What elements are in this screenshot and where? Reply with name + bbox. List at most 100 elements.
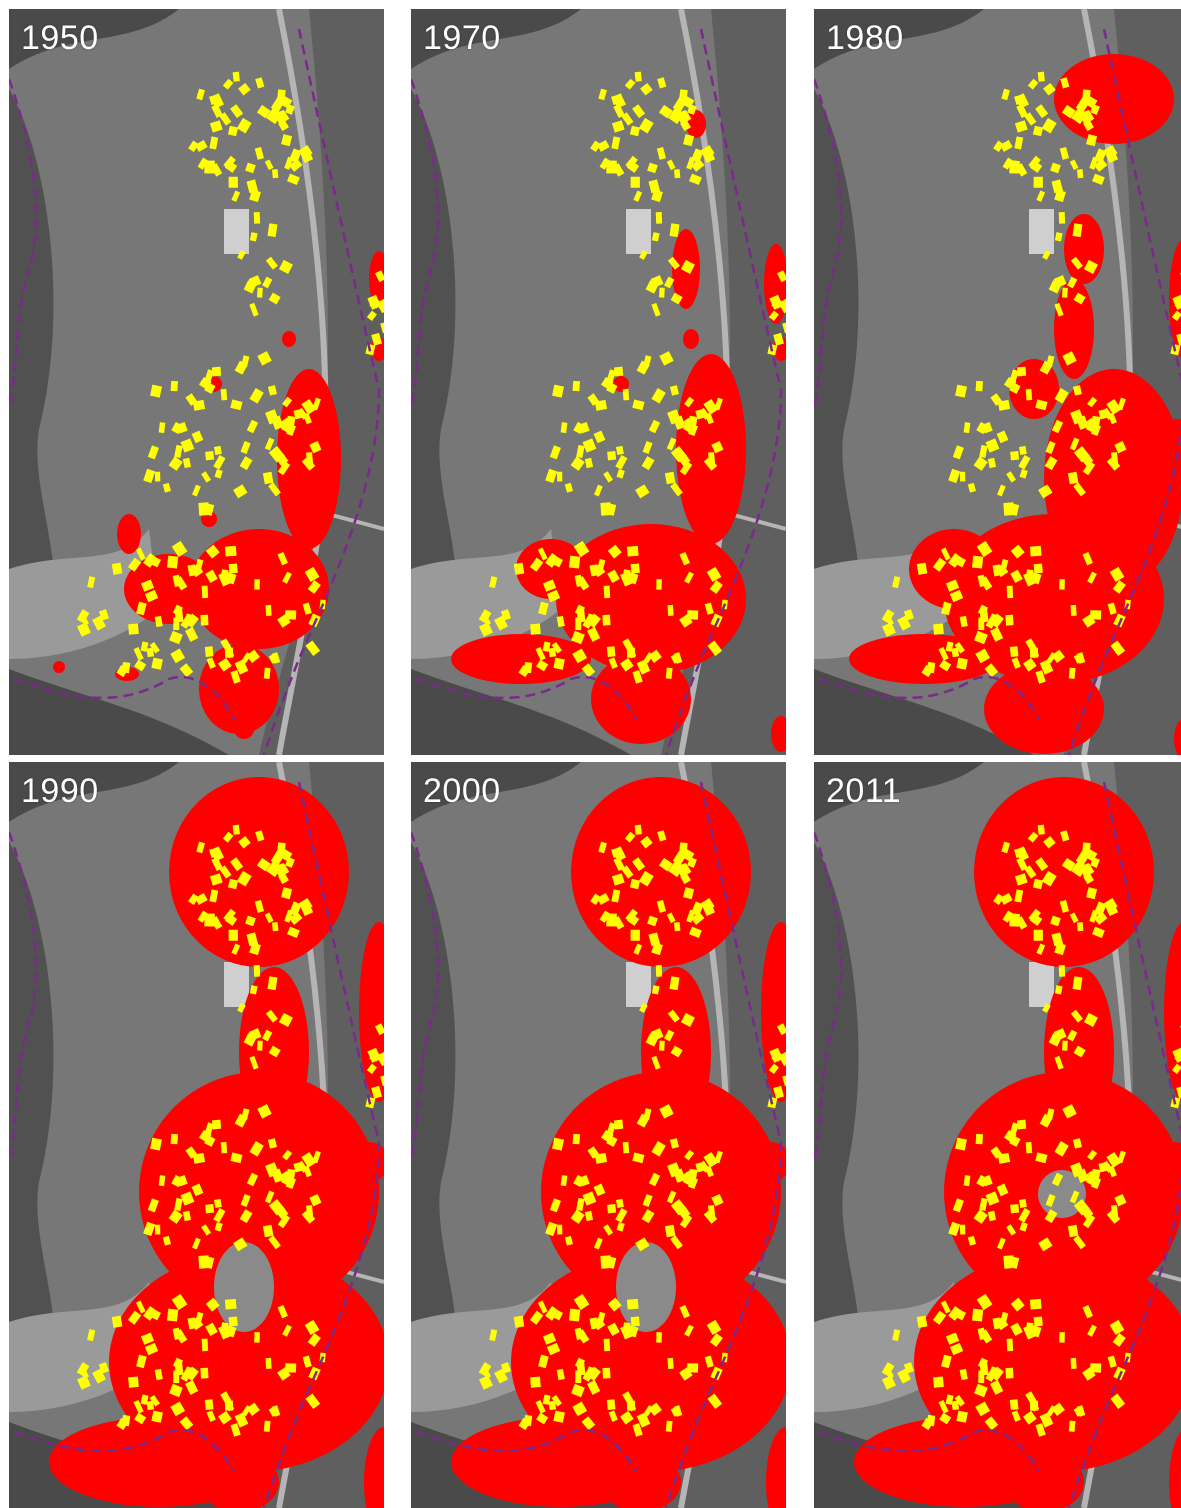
- building: [679, 1214, 693, 1229]
- building: [304, 566, 320, 583]
- building: [1035, 857, 1049, 872]
- building: [77, 1375, 91, 1390]
- building: [572, 1133, 581, 1145]
- building: [626, 913, 640, 926]
- settlement-blob: [601, 1452, 681, 1508]
- building: [1006, 1224, 1017, 1236]
- building: [603, 585, 611, 599]
- building: [1009, 1122, 1019, 1137]
- building: [1106, 398, 1122, 415]
- settlement-blob: [849, 634, 999, 684]
- building: [979, 1362, 989, 1376]
- building: [171, 540, 188, 558]
- building: [612, 846, 627, 862]
- building: [545, 1221, 558, 1237]
- building: [589, 564, 599, 577]
- building: [1025, 1141, 1033, 1154]
- building: [665, 1420, 673, 1432]
- forest-area: [814, 9, 984, 69]
- building: [223, 1397, 235, 1412]
- buildings: [478, 824, 786, 1437]
- building: [670, 292, 683, 305]
- building: [990, 626, 1004, 642]
- building: [993, 893, 1004, 906]
- building: [168, 1209, 183, 1224]
- building: [602, 1367, 611, 1379]
- building: [987, 1210, 997, 1222]
- building: [973, 456, 988, 471]
- building: [620, 657, 634, 672]
- building: [975, 648, 991, 664]
- building: [556, 1224, 563, 1235]
- building: [690, 911, 705, 925]
- building: [621, 112, 634, 126]
- building: [598, 841, 607, 854]
- building: [1011, 1410, 1021, 1422]
- building: [128, 623, 139, 635]
- building: [997, 399, 1011, 411]
- forest-area: [814, 842, 860, 1402]
- building: [1082, 614, 1096, 628]
- building: [553, 657, 565, 670]
- building: [201, 585, 209, 599]
- building: [596, 558, 606, 572]
- building: [630, 1316, 640, 1327]
- settlement-blob: [771, 716, 786, 752]
- settlement-blob: [676, 354, 746, 544]
- building: [608, 1410, 618, 1422]
- building: [1011, 657, 1021, 669]
- building: [284, 909, 294, 923]
- building: [1019, 1222, 1028, 1232]
- building: [679, 89, 688, 101]
- forest-area: [9, 89, 55, 649]
- building: [277, 1214, 291, 1229]
- building: [282, 1149, 293, 1161]
- settlement-blob: [1054, 279, 1094, 379]
- building: [1106, 1151, 1122, 1168]
- building: [545, 1306, 560, 1321]
- building: [939, 1412, 952, 1425]
- building: [262, 471, 274, 485]
- building: [1035, 399, 1048, 411]
- building: [224, 1298, 237, 1310]
- building: [634, 824, 642, 835]
- building: [655, 211, 663, 224]
- building: [651, 1055, 661, 1070]
- building: [257, 1104, 272, 1119]
- building: [301, 398, 317, 415]
- building: [1027, 831, 1039, 843]
- building: [270, 849, 285, 866]
- building: [1083, 1012, 1098, 1027]
- settlement-blob: [766, 1427, 786, 1508]
- building: [205, 544, 220, 559]
- building: [245, 915, 256, 927]
- building: [223, 571, 237, 585]
- building: [233, 1237, 248, 1252]
- building: [975, 1401, 991, 1417]
- sports-field: [626, 962, 651, 1007]
- building: [945, 641, 954, 652]
- building: [277, 1367, 291, 1381]
- building: [659, 1104, 674, 1119]
- building: [576, 576, 590, 591]
- building: [1058, 964, 1066, 977]
- building: [1029, 160, 1043, 173]
- building: [572, 648, 588, 664]
- building: [267, 1138, 277, 1149]
- building: [892, 1329, 901, 1342]
- building: [538, 601, 549, 616]
- building: [573, 540, 590, 558]
- building: [990, 1379, 1004, 1395]
- building: [249, 388, 264, 404]
- building: [613, 856, 625, 872]
- building: [1087, 571, 1097, 584]
- building: [537, 1300, 548, 1314]
- building: [959, 471, 966, 482]
- building: [596, 140, 610, 152]
- building: [209, 136, 219, 150]
- building: [949, 1342, 964, 1356]
- building: [678, 454, 691, 467]
- building: [262, 1029, 273, 1042]
- settlement-blob: [571, 777, 751, 967]
- building: [1023, 657, 1037, 672]
